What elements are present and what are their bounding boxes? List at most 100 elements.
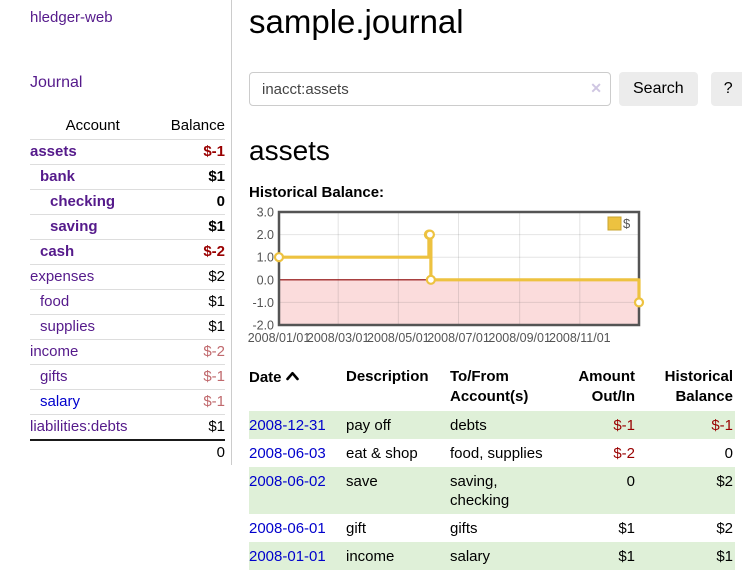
account-row: bank $1 (30, 164, 225, 190)
account-balance: $1 (155, 314, 225, 340)
account-name-cell: cash (30, 239, 156, 265)
account-name-cell: bank (30, 164, 156, 190)
account-row: liabilities:debts $1 (30, 414, 225, 440)
svg-text:1.0: 1.0 (257, 251, 274, 265)
account-heading: assets (249, 135, 330, 166)
transaction-date-link[interactable]: 2008-06-01 (249, 520, 326, 537)
svg-text:$: $ (623, 216, 631, 231)
account-link[interactable]: cash (40, 243, 75, 260)
accounts-tbody: assets $-1 bank $1 checking 0 saving $1 cash $-2 e… (30, 139, 225, 440)
search-box: ✕ (249, 72, 611, 106)
account-link[interactable]: bank (40, 168, 76, 185)
account-link[interactable]: liabilities:debts (30, 418, 128, 435)
account-link[interactable]: checking (50, 193, 116, 210)
transaction-date-link[interactable]: 2008-01-01 (249, 548, 326, 565)
account-link[interactable]: salary (40, 393, 81, 410)
account-name-cell: saving (30, 214, 156, 240)
svg-text:2008/11/01: 2008/11/01 (549, 331, 611, 345)
register-amount-cell: $1 (618, 520, 635, 537)
chart-title: Historical Balance: (249, 184, 385, 201)
register-description-cell: save (346, 473, 378, 490)
account-balance: $-2 (155, 239, 225, 265)
accounts-total-row: 0 (30, 439, 225, 465)
historical-balance-chart: $3.0 2.0 1.0 0.0 -1.0 -2.0 2008/01/01 2008/03/0… (248, 204, 742, 351)
clear-search-icon[interactable]: ✕ (590, 80, 602, 96)
register-balance-cell: 0 (724, 445, 733, 462)
register-amount-cell: $1 (618, 548, 635, 565)
svg-text:2008/09/01: 2008/09/01 (488, 331, 551, 345)
register-accounts-cell: saving, checking (450, 473, 510, 509)
register-description-cell: eat & shop (346, 445, 418, 462)
account-link[interactable]: income (30, 343, 79, 360)
svg-text:-2.0: -2.0 (252, 319, 274, 333)
account-row: food $1 (30, 289, 225, 315)
register-row: 2008-06-02 save saving, checking 0 $2 (249, 467, 735, 514)
account-name-cell: food (30, 289, 156, 315)
account-balance: $1 (155, 414, 225, 440)
account-link[interactable]: gifts (40, 368, 68, 385)
register-description-cell: gift (346, 520, 367, 537)
app-title-link[interactable]: hledger-web (30, 9, 113, 26)
account-link[interactable]: food (40, 293, 70, 310)
account-balance: $-2 (155, 339, 225, 365)
sidebar: hledger-web Journal Account Balance asse… (0, 0, 232, 465)
page-title: sample.journal (249, 3, 464, 40)
register-row: 2008-01-01 income salary $1 $1 (249, 542, 735, 570)
account-row: income $-2 (30, 339, 225, 365)
accounts-total-value: 0 (155, 439, 225, 465)
account-link[interactable]: expenses (30, 268, 95, 285)
account-row: saving $1 (30, 214, 225, 240)
register-date-cell: 2008-12-31 (249, 411, 346, 439)
register-amount-cell: 0 (626, 473, 635, 490)
account-row: expenses $2 (30, 264, 225, 290)
account-name-cell: income (30, 339, 156, 365)
search-button[interactable]: Search (619, 72, 698, 106)
account-balance: $-1 (155, 389, 225, 415)
register-amount-cell: $-1 (613, 417, 635, 434)
account-balance: $-1 (155, 364, 225, 390)
account-link[interactable]: saving (50, 218, 98, 235)
register-header-amount: Amount Out/In (578, 368, 635, 405)
register-row: 2008-06-03 eat & shop food, supplies $-2 0 (249, 439, 735, 467)
register-header-balance: Historical Balance (664, 368, 733, 405)
account-balance: 0 (155, 189, 225, 215)
register-header-date[interactable]: Date (249, 363, 346, 411)
svg-text:2008/07/01: 2008/07/01 (427, 331, 490, 345)
page: hledger-web Journal Account Balance asse… (0, 0, 742, 570)
svg-text:0.0: 0.0 (257, 273, 274, 287)
register-date-cell: 2008-06-02 (249, 467, 346, 514)
account-name-cell: expenses (30, 264, 156, 290)
register-description-cell: pay off (346, 417, 391, 434)
account-link[interactable]: assets (30, 143, 77, 160)
svg-text:-1.0: -1.0 (252, 296, 274, 310)
register-balance-cell: $2 (716, 473, 733, 490)
register-accounts-cell: gifts (450, 520, 478, 537)
register-date-cell: 2008-06-01 (249, 514, 346, 542)
account-row: gifts $-1 (30, 364, 225, 390)
transaction-date-link[interactable]: 2008-06-03 (249, 445, 326, 462)
register-header-tofrom: To/From Account(s) (450, 368, 529, 405)
account-name-cell: assets (30, 139, 156, 165)
svg-text:2.0: 2.0 (257, 228, 274, 242)
register-header-date-label: Date (249, 369, 282, 386)
account-name-cell: salary (30, 389, 156, 415)
register-accounts-cell: food, supplies (450, 445, 543, 462)
transaction-date-link[interactable]: 2008-06-02 (249, 473, 326, 490)
register-row: 2008-12-31 pay off debts $-1 $-1 (249, 411, 735, 439)
account-row: salary $-1 (30, 389, 225, 415)
transaction-date-link[interactable]: 2008-12-31 (249, 417, 326, 434)
sidebar-item-journal[interactable]: Journal (30, 74, 83, 91)
search-input[interactable] (249, 72, 611, 106)
account-balance: $1 (155, 164, 225, 190)
accounts-header-account: Account (65, 117, 120, 134)
account-balance: $1 (155, 214, 225, 240)
register-amount-cell: $-2 (613, 445, 635, 462)
search-help-button[interactable]: ? (710, 72, 742, 106)
account-name-cell: checking (30, 189, 156, 215)
account-link[interactable]: supplies (40, 318, 96, 335)
search-row: ✕ Search ? (249, 72, 742, 106)
account-name-cell: gifts (30, 364, 156, 390)
register-date-cell: 2008-06-03 (249, 439, 346, 467)
account-row: assets $-1 (30, 139, 225, 165)
svg-text:2008/03/01: 2008/03/01 (307, 331, 370, 345)
